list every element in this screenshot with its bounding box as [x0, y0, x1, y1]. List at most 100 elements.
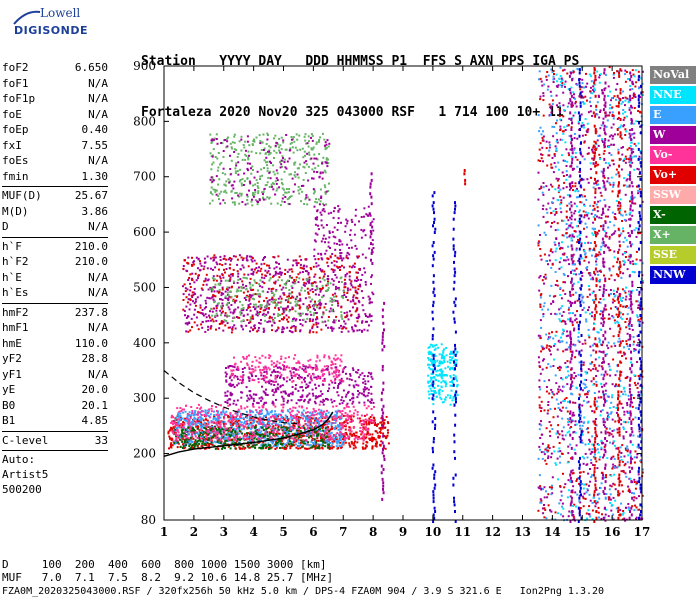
echo-dot — [368, 417, 371, 420]
echo-dot — [303, 203, 306, 205]
echo-dot — [317, 252, 320, 255]
echo-dot — [258, 198, 261, 201]
echo-dot — [322, 436, 325, 439]
echo-dot — [209, 434, 212, 437]
echo-dot — [363, 423, 365, 426]
echo-dot — [250, 289, 253, 292]
echo-dot — [354, 244, 357, 247]
echo-dot — [252, 436, 254, 439]
echo-dot — [248, 366, 251, 369]
echo-dot — [267, 320, 270, 323]
echo-dot — [372, 293, 375, 296]
echo-dot — [288, 310, 291, 313]
echo-dot — [341, 243, 344, 246]
echo-dot — [226, 394, 229, 397]
echo-dot — [320, 219, 323, 222]
echo-dot — [234, 412, 237, 415]
echo-dot — [293, 279, 296, 281]
echo-dot — [299, 366, 302, 369]
echo-dot — [288, 429, 291, 432]
echo-dot — [243, 422, 246, 425]
echo-dot — [280, 416, 283, 419]
echo-dot — [345, 431, 348, 434]
echo-dot — [270, 446, 273, 449]
echo-dot — [383, 422, 386, 425]
echo-dot — [350, 280, 353, 283]
echo-dot — [347, 435, 350, 438]
echo-dot — [340, 354, 343, 357]
echo-dot — [343, 294, 346, 296]
echo-dot — [274, 410, 277, 413]
echo-dot — [362, 388, 365, 391]
echo-dot — [183, 442, 186, 445]
echo-dot — [303, 150, 306, 153]
echo-dot — [386, 434, 389, 437]
echo-dot — [305, 196, 308, 199]
echo-dot — [197, 416, 200, 419]
echo-dot — [199, 260, 201, 263]
echo-dot — [278, 186, 281, 189]
echo-dot — [258, 429, 260, 432]
echo-dot — [358, 301, 361, 304]
echo-dot — [222, 446, 225, 449]
echo-dot — [363, 207, 366, 210]
echo-dot — [217, 166, 220, 169]
echo-dot — [176, 441, 179, 444]
echo-dot — [195, 425, 198, 428]
echo-dot — [315, 395, 318, 398]
c-level-label: C-level — [2, 433, 49, 447]
echo-dot — [350, 414, 353, 417]
echo-dot — [202, 268, 205, 271]
echo-dot — [213, 430, 216, 433]
echo-dot — [250, 410, 253, 413]
echo-dot — [279, 166, 282, 169]
echo-dot — [322, 313, 325, 316]
echo-dot — [277, 301, 280, 304]
echo-dot — [233, 427, 236, 430]
echo-dot — [289, 426, 292, 429]
echo-dot — [268, 357, 271, 360]
echo-dot — [266, 321, 269, 324]
echo-dot — [273, 413, 276, 416]
echo-dot — [294, 310, 297, 313]
echo-dot — [282, 157, 284, 160]
echo-dot — [321, 177, 324, 180]
param-row: yF2 28.8 — [2, 351, 108, 367]
echo-dot — [261, 280, 264, 283]
echo-dot — [262, 193, 264, 196]
echo-dot — [205, 413, 208, 416]
echo-dot — [272, 403, 275, 406]
echo-dot — [170, 421, 173, 424]
echo-dot — [267, 442, 270, 445]
echo-dot — [242, 328, 244, 331]
echo-dot — [327, 411, 330, 414]
echo-dot — [321, 171, 324, 174]
echo-dot — [283, 366, 286, 369]
echo-dot — [325, 324, 327, 327]
echo-dot — [226, 322, 229, 325]
echo-dot — [254, 366, 257, 369]
echo-dot — [324, 423, 327, 426]
echo-dot — [270, 410, 273, 413]
echo-dot — [271, 329, 273, 332]
echo-dot — [260, 267, 263, 270]
echo-dot — [271, 400, 274, 403]
echo-dot — [251, 268, 254, 271]
echo-dot — [364, 437, 367, 440]
echo-dot — [258, 300, 261, 303]
echo-dot — [340, 306, 343, 309]
echo-dot — [224, 394, 227, 397]
echo-dot — [313, 400, 316, 403]
param-name: foF2 — [2, 61, 29, 74]
echo-dot — [280, 403, 283, 406]
echo-dot — [205, 438, 207, 440]
echo-dot — [230, 331, 233, 334]
echo-dot — [303, 370, 306, 373]
echo-dot — [240, 320, 243, 323]
echo-dot — [223, 422, 226, 425]
echo-dot — [288, 434, 291, 437]
echo-dot — [307, 416, 310, 419]
echo-dot — [273, 293, 276, 296]
echo-dot — [237, 419, 240, 422]
echo-dot — [215, 319, 218, 322]
